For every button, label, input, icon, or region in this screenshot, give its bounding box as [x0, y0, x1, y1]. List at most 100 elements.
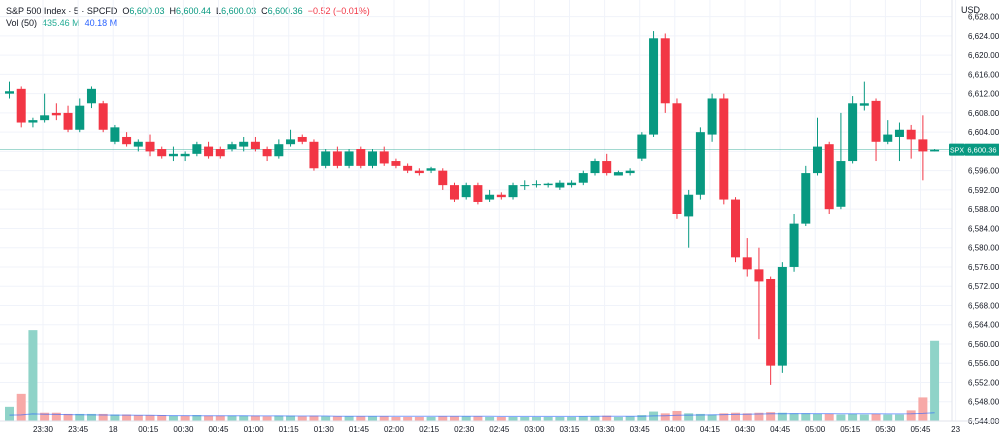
volume-bar — [368, 416, 378, 421]
volume-bar — [157, 415, 167, 421]
close-value: 6,600.36 — [267, 6, 303, 16]
volume-bar — [789, 413, 799, 421]
candle-body — [590, 161, 600, 174]
candle-body — [344, 151, 354, 166]
price-tick-label: 6,552.00 — [968, 378, 1000, 387]
price-tick-label: 6,608.00 — [968, 109, 1000, 118]
candle-body — [63, 112, 73, 130]
candle-body — [414, 170, 424, 174]
time-tick-label: 03:15 — [559, 425, 580, 434]
volume-bar — [379, 416, 389, 421]
volume-value: 435.46 M — [42, 18, 80, 28]
volume-bar — [777, 412, 787, 421]
time-tick-label: 04:45 — [770, 425, 791, 434]
time-tick-label: 23 — [951, 425, 960, 434]
time-tick-label: 05:45 — [910, 425, 931, 434]
candle-body — [110, 127, 120, 142]
time-tick-label: 01:45 — [349, 425, 370, 434]
price-tick-label: 6,568.00 — [968, 301, 1000, 310]
volume-bar — [871, 413, 881, 421]
candle-body — [368, 151, 378, 166]
candle-body — [297, 136, 307, 142]
open-value: 6,600.03 — [129, 6, 165, 16]
time-tick-label: 23:30 — [33, 425, 54, 434]
volume-bar — [859, 414, 869, 421]
candle-body — [578, 173, 588, 183]
volume-bar — [906, 410, 916, 421]
volume-bars — [5, 330, 940, 421]
candle-body — [555, 182, 565, 188]
time-tick-label: 04:00 — [665, 425, 686, 434]
candle-body — [520, 185, 530, 187]
candle-body — [16, 88, 26, 123]
candle-body — [122, 136, 132, 145]
last-price-tag: SPX 6,600.36 — [949, 143, 999, 156]
volume-bar — [637, 415, 647, 421]
volume-bar — [122, 414, 132, 421]
candle-body — [906, 129, 916, 140]
price-tick-label: 6,624.00 — [968, 32, 1000, 41]
volume-bar — [731, 412, 741, 421]
ohlc-legend: S&P 500 Index · 5 · SPCFD O6,600.03 H6,6… — [6, 5, 370, 17]
volume-label[interactable]: Vol (50) — [6, 18, 38, 28]
candle-body — [40, 115, 50, 121]
volume-bar — [531, 416, 541, 421]
volume-bar — [321, 416, 331, 421]
candle-body — [789, 223, 799, 267]
candle-body — [742, 257, 752, 270]
candle-body — [848, 103, 858, 162]
volume-bar — [707, 414, 717, 421]
candle-body — [239, 141, 249, 147]
volume-bar — [602, 415, 612, 421]
time-tick-label: 00:45 — [208, 425, 229, 434]
volume-bar — [766, 412, 776, 421]
candle-body — [883, 134, 893, 142]
price-tick-label: 6,580.00 — [968, 244, 1000, 253]
volume-bar — [332, 416, 342, 421]
candle-body — [309, 141, 319, 169]
volume-bar — [449, 416, 459, 421]
candle-body — [485, 194, 495, 200]
price-tick-label: 6,584.00 — [968, 224, 1000, 233]
time-tick-label: 03:30 — [595, 425, 616, 434]
volume-bar — [508, 416, 518, 421]
volume-bar — [297, 416, 307, 421]
time-axis[interactable]: 23:30 23:45 18 00:15 00:30 00:45 01:00 01:15 01:… — [0, 420, 1000, 434]
time-tick-label: 02:45 — [489, 425, 510, 434]
volume-bar — [824, 413, 834, 421]
candle-body — [812, 146, 822, 174]
currency-label[interactable]: USD — [960, 5, 980, 15]
price-tick-label: 6,604.00 — [968, 128, 1000, 137]
volume-bar — [192, 415, 202, 421]
price-axis[interactable]: 6,628.00 6,624.00 6,620.00 6,616.00 6,612.00… — [968, 13, 1000, 426]
time-tick-label: 05:00 — [805, 425, 826, 434]
volume-bar — [918, 397, 928, 421]
high-label: H — [169, 6, 176, 16]
volume-bar — [215, 415, 225, 421]
volume-bar — [438, 416, 448, 421]
time-tick-label: 18 — [109, 425, 118, 434]
volume-bar — [684, 413, 694, 421]
volume-bar — [742, 413, 752, 421]
candle-body — [438, 170, 448, 186]
price-tick-label: 6,616.00 — [968, 70, 1000, 79]
candle-body — [133, 141, 143, 147]
volume-ma-value: 40.18 M — [84, 18, 118, 28]
candle-body — [28, 120, 38, 123]
symbol-title[interactable]: S&P 500 Index · 5 · SPCFD — [6, 6, 118, 16]
time-tick-label: 03:45 — [630, 425, 651, 434]
volume-bar — [250, 415, 260, 421]
candle-body — [5, 91, 14, 94]
candle-body — [215, 149, 225, 157]
time-tick-label: 01:00 — [244, 425, 265, 434]
volume-bar — [719, 413, 729, 421]
volume-bar — [567, 416, 577, 421]
candle-body — [274, 144, 284, 157]
price-tick-label: 6,628.00 — [968, 13, 1000, 22]
volume-bar — [344, 416, 354, 421]
candle-body — [192, 144, 202, 154]
candle-body — [75, 105, 85, 130]
candle-body — [918, 139, 928, 152]
volume-bar — [204, 415, 214, 421]
